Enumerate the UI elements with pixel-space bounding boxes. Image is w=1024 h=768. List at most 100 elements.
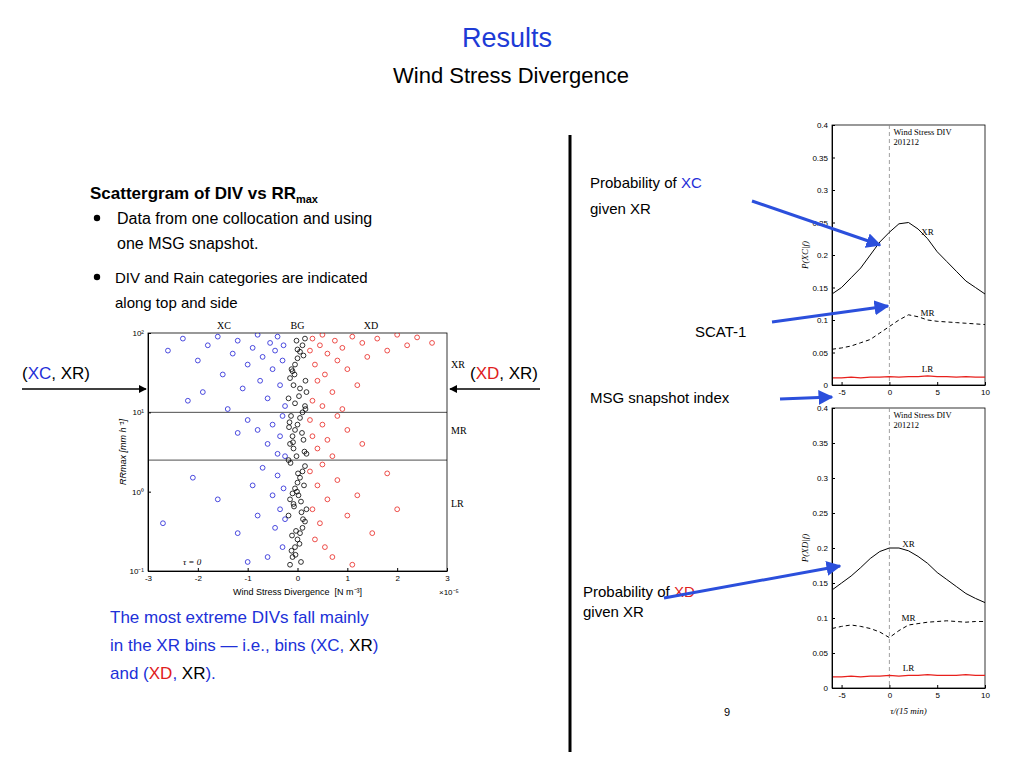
div-category: BG bbox=[291, 320, 305, 331]
tick: 10⁰ bbox=[132, 488, 151, 497]
point bbox=[385, 471, 390, 476]
axis-title: P(XC|f) bbox=[800, 241, 810, 270]
point bbox=[293, 401, 298, 406]
callout: given XR bbox=[583, 603, 644, 620]
tick-label: 0 bbox=[888, 388, 893, 397]
axis: -50510 bbox=[833, 685, 991, 700]
point bbox=[265, 442, 270, 447]
point bbox=[302, 449, 307, 454]
tick: 0 bbox=[888, 685, 893, 700]
bin-label-part: , XR) bbox=[51, 364, 90, 383]
tick: -1 bbox=[245, 568, 253, 583]
point bbox=[287, 420, 292, 425]
tick: 10¹ bbox=[132, 408, 151, 417]
line-chart: -5051000.050.10.150.20.250.30.350.4XRMRL… bbox=[800, 404, 990, 716]
point bbox=[293, 552, 298, 557]
point bbox=[268, 341, 273, 346]
note-part: XC bbox=[316, 636, 340, 655]
tick: 0.35 bbox=[812, 439, 835, 448]
rain-category: MR bbox=[451, 425, 467, 436]
tick-mark bbox=[832, 513, 835, 514]
point bbox=[370, 531, 375, 536]
point bbox=[302, 483, 307, 488]
point bbox=[289, 367, 294, 372]
annotation: 201212 bbox=[893, 137, 919, 147]
tick: 10 bbox=[981, 685, 990, 700]
point bbox=[355, 383, 360, 388]
axis: 00.050.10.150.20.250.30.350.4 bbox=[812, 121, 835, 390]
axis: -3-2-10123 bbox=[145, 568, 450, 583]
page-number: 9 bbox=[724, 706, 730, 718]
point bbox=[161, 521, 166, 526]
point bbox=[286, 396, 291, 401]
point bbox=[260, 465, 265, 470]
point-series bbox=[161, 333, 288, 564]
tick-label: 0.4 bbox=[817, 121, 829, 130]
point bbox=[273, 525, 278, 530]
category-boundary bbox=[148, 460, 447, 461]
note-part: , bbox=[340, 636, 349, 655]
bin-label: (XD, XR) bbox=[470, 364, 538, 383]
point bbox=[220, 372, 225, 377]
point bbox=[325, 351, 330, 356]
point-series bbox=[286, 336, 309, 567]
bullet-dot bbox=[94, 215, 100, 221]
point bbox=[298, 386, 303, 391]
point bbox=[320, 422, 325, 427]
point bbox=[335, 414, 340, 419]
tick: 0.15 bbox=[812, 284, 835, 293]
line bbox=[832, 548, 985, 603]
axis-line bbox=[833, 385, 986, 386]
plot-area bbox=[832, 125, 985, 385]
point bbox=[300, 525, 305, 530]
tick-label: 10 bbox=[981, 388, 990, 397]
point bbox=[225, 407, 230, 412]
tick: 0.4 bbox=[817, 121, 835, 130]
point bbox=[415, 335, 420, 340]
point bbox=[360, 341, 365, 346]
point bbox=[291, 383, 296, 388]
point bbox=[320, 333, 325, 337]
tick-mark bbox=[832, 548, 835, 549]
point bbox=[294, 454, 299, 459]
tick: 0.1 bbox=[817, 316, 835, 325]
callout-part: Probability of bbox=[590, 174, 681, 191]
point bbox=[315, 446, 320, 451]
callout-part: XC bbox=[681, 174, 702, 191]
point bbox=[320, 462, 325, 467]
point bbox=[365, 354, 370, 359]
series-label: MR bbox=[901, 613, 915, 623]
axis-line bbox=[833, 688, 986, 689]
tick-label: 0.3 bbox=[817, 186, 829, 195]
point bbox=[395, 333, 400, 337]
point bbox=[303, 378, 308, 383]
note-part: XR bbox=[349, 636, 373, 655]
tick-label: 0.35 bbox=[812, 154, 828, 163]
tick-mark bbox=[447, 568, 448, 571]
point bbox=[320, 404, 325, 409]
point bbox=[290, 434, 295, 439]
tick: 10⁻¹ bbox=[129, 567, 151, 576]
tick-label: 0 bbox=[296, 574, 301, 583]
tick-label: -1 bbox=[245, 574, 253, 583]
point bbox=[250, 345, 255, 350]
point bbox=[318, 343, 323, 348]
tick-mark bbox=[937, 382, 938, 385]
point bbox=[303, 464, 308, 469]
annotation: 201212 bbox=[893, 420, 919, 430]
tick-mark bbox=[842, 382, 843, 385]
annotation: τ = 0 bbox=[183, 557, 202, 567]
tick-mark bbox=[148, 571, 151, 572]
callout-part: given XR bbox=[583, 603, 644, 620]
point bbox=[215, 334, 220, 339]
point bbox=[345, 428, 350, 433]
callout-part: given XR bbox=[590, 200, 651, 217]
line bbox=[832, 621, 985, 638]
tick-mark bbox=[832, 158, 835, 159]
point bbox=[355, 493, 360, 498]
bin-label-part: XD bbox=[476, 364, 500, 383]
line-chart: -5051000.050.10.150.20.250.30.350.4XRMRL… bbox=[800, 121, 990, 397]
tick-mark bbox=[832, 385, 835, 386]
point bbox=[200, 390, 205, 395]
tick: 0.3 bbox=[817, 186, 835, 195]
